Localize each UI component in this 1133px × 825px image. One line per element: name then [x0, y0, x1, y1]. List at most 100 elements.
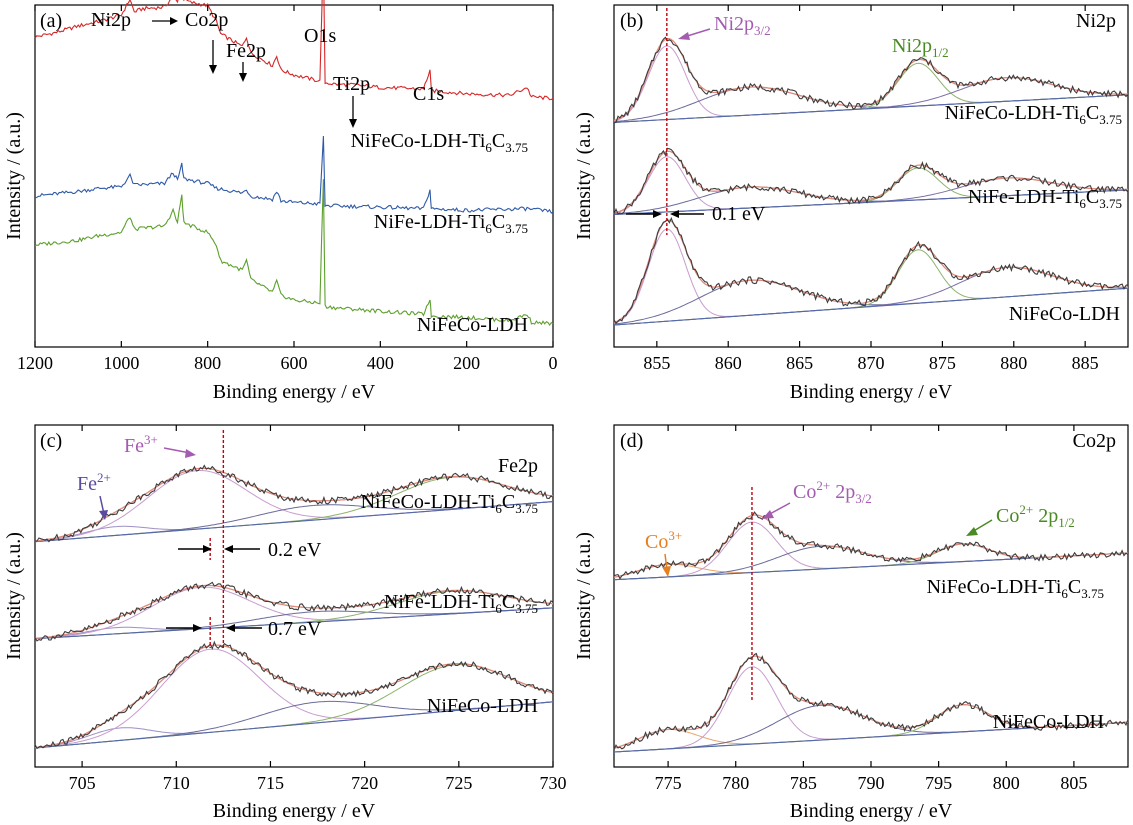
- fe2p-arrowhead-1: [209, 65, 217, 74]
- x-tick-label: 795: [925, 773, 952, 793]
- ann-c1s: C1s: [413, 83, 444, 105]
- panel-a-survey: (a) 1200 1000 800 600 400 200 0 Binding energy…: [3, 0, 558, 403]
- x-tick-label: 720: [351, 773, 378, 793]
- label-nifeco-ldh-ti6c375: NiFeCo-LDH-Ti6C3.75: [361, 491, 538, 516]
- panel-d-sample-labels: NiFeCo-LDH-Ti6C3.75 NiFeCo-LDH: [927, 576, 1104, 733]
- label-nifeco-ldh: NiFeCo-LDH: [427, 695, 538, 717]
- fit-peak-1: [613, 666, 1129, 753]
- panel-c-fe2p: (c) Fe2p 705 710 715 720 725 730 Binding ener…: [3, 424, 567, 822]
- fit-baseline: [34, 501, 554, 543]
- fit-envelope: [613, 150, 1128, 214]
- panel-b-title: Ni2p: [1076, 10, 1116, 32]
- raw-spectrum: [34, 464, 554, 543]
- x-tick-label: 1200: [17, 353, 53, 373]
- x-tick-label: 885: [1072, 353, 1099, 373]
- fit-baseline: [34, 607, 554, 640]
- panel-c-y-axis-title: Intensity / (a.u.): [3, 532, 25, 660]
- panel-c-frame: [34, 424, 554, 768]
- ann-co3: Co3+: [645, 528, 682, 553]
- fit-baseline: [613, 189, 1129, 216]
- panel-d-title: Co2p: [1073, 430, 1116, 452]
- ti2p-arrowhead: [349, 119, 357, 128]
- x-tick-label: 800: [993, 773, 1020, 793]
- label-nife-ldh-ti6c375: NiFe-LDH-Ti6C3.75: [968, 186, 1122, 211]
- shift1-arrowhead-left: [203, 545, 212, 553]
- panel-c-sample-labels: NiFeCo-LDH-Ti6C3.75 NiFe-LDH-Ti6C3.75 NiFe…: [361, 491, 538, 717]
- x-tick-label: 725: [445, 773, 472, 793]
- x-tick-label: 790: [858, 773, 885, 793]
- x-tick-label: 805: [1060, 773, 1087, 793]
- x-tick-label: 0: [549, 353, 558, 373]
- raw-spectrum: [613, 511, 1129, 580]
- x-tick-label: 785: [790, 773, 817, 793]
- shift2-arrowhead-left: [193, 624, 202, 632]
- shift2-arrowhead-right: [226, 624, 235, 632]
- shift-arrowhead-right: [670, 210, 679, 218]
- x-tick-label: 1000: [103, 353, 139, 373]
- ann-shift-0-7ev: 0.7 eV: [268, 618, 322, 640]
- panel-a-letter: (a): [40, 10, 62, 32]
- label-nife-ldh-ti6c375: NiFe-LDH-Ti6C3.75: [384, 591, 538, 616]
- panel-a-x-ticks: 1200 1000 800 600 400 200 0: [17, 5, 558, 373]
- co32-arrowhead: [762, 510, 774, 519]
- ann-ni2p12: Ni2p1/2: [892, 35, 949, 60]
- panel-b-ni2p: (b) Ni2p 855 860 865 870 875 880 885 Binding e…: [573, 4, 1129, 403]
- co32-arrow: [767, 502, 791, 516]
- panel-c-x-ticks: 705 710 715 720 725 730: [69, 425, 567, 793]
- ann-ti2p: Ti2p: [333, 73, 370, 95]
- panel-a-sample-labels: NiFeCo-LDH-Ti6C3.75 NiFe-LDH-Ti6C3.75 NiFe…: [351, 130, 528, 336]
- raw-spectrum: [613, 147, 1129, 215]
- panel-b-series-group: [613, 36, 1129, 326]
- raw-spectrum: [34, 581, 554, 642]
- ann-co2-2p12: Co2+ 2p1/2: [996, 502, 1075, 530]
- panel-a-x-axis-title: Binding energy / eV: [213, 381, 376, 403]
- ann-shift-0-1ev: 0.1 eV: [712, 203, 766, 225]
- fit-baseline: [613, 287, 1129, 326]
- panel-c-series-group: [34, 464, 554, 750]
- raw-spectrum: [34, 640, 554, 750]
- fit-baseline: [613, 94, 1129, 123]
- x-tick-label: 730: [540, 773, 567, 793]
- panel-a-y-axis-title: Intensity / (a.u.): [3, 112, 25, 240]
- panel-b-sample-labels: NiFeCo-LDH-Ti6C3.75 NiFe-LDH-Ti6C3.75 NiFe…: [945, 102, 1122, 325]
- fit-peak-3: [613, 543, 1129, 581]
- ann-fe2: Fe2+: [77, 470, 111, 495]
- label-nifeco-ldh-ti6c375: NiFeCo-LDH-Ti6C3.75: [351, 130, 528, 155]
- ann-o1s: O1s: [304, 25, 336, 47]
- x-tick-label: 875: [929, 353, 956, 373]
- panel-b-annotations: Ni2p3/2 Ni2p1/2 0.1 eV: [626, 8, 949, 235]
- panel-a-frame: [34, 4, 554, 348]
- panel-d-x-axis-title: Binding energy / eV: [790, 800, 953, 822]
- fit-peak-2: [613, 545, 1129, 581]
- x-tick-label: 715: [257, 773, 284, 793]
- x-tick-label: 800: [194, 353, 221, 373]
- label-nife-ldh-ti6c375: NiFe-LDH-Ti6C3.75: [374, 211, 528, 236]
- fit-baseline: [34, 701, 554, 749]
- x-tick-label: 780: [722, 773, 749, 793]
- ann-co2-2p32: Co2+ 2p3/2: [793, 478, 872, 506]
- raw-spectrum: [613, 216, 1129, 325]
- fit-peak-1: [613, 521, 1129, 581]
- x-tick-label: 860: [715, 353, 742, 373]
- label-nifeco-ldh: NiFeCo-LDH: [417, 314, 528, 336]
- x-tick-label: 855: [643, 353, 670, 373]
- co2p-arrowhead: [170, 17, 178, 25]
- ann-ni2p32: Ni2p3/2: [714, 13, 771, 38]
- raw-spectrum: [613, 36, 1129, 124]
- x-tick-label: 775: [655, 773, 682, 793]
- x-tick-label: 710: [163, 773, 190, 793]
- panel-d-x-ticks: 775 780 785 790 795 800 805: [655, 425, 1087, 793]
- panel-c-title: Fe2p: [498, 455, 538, 477]
- ann-shift-0-2ev: 0.2 eV: [268, 539, 322, 561]
- panel-c-letter: (c): [40, 430, 62, 452]
- co12-arrowhead: [966, 527, 978, 536]
- x-tick-label: 600: [281, 353, 308, 373]
- panel-b-x-ticks: 855 860 865 870 875 880 885: [643, 5, 1099, 373]
- fe2p-arrowhead-2: [239, 73, 247, 82]
- x-tick-label: 200: [453, 353, 480, 373]
- x-tick-label: 705: [69, 773, 96, 793]
- panel-a-series-group: [34, 0, 554, 326]
- shift-arrowhead-left: [653, 210, 662, 218]
- survey-line-1: [34, 135, 554, 214]
